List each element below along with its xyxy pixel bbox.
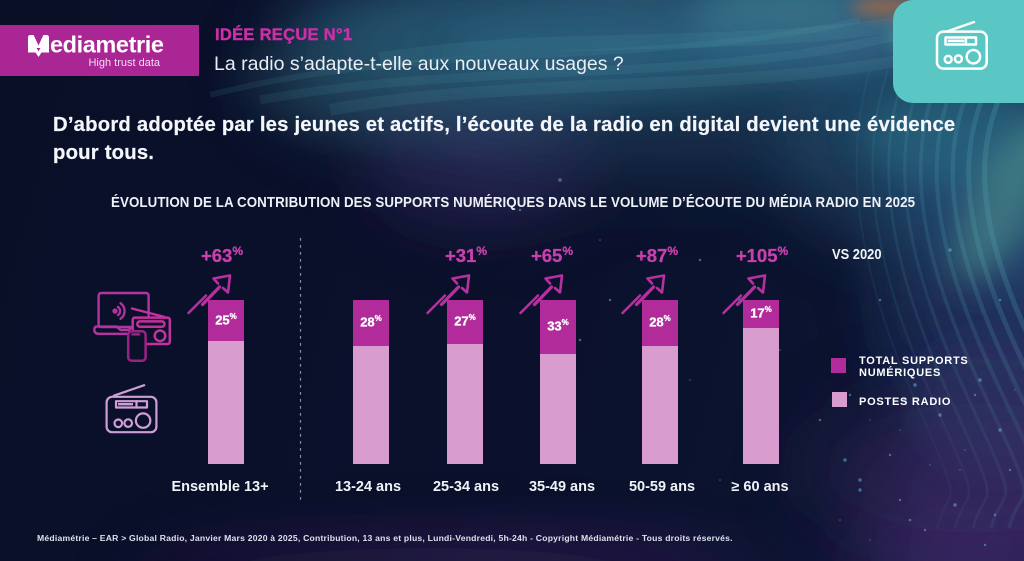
svg-text:ediametrie: ediametrie bbox=[50, 32, 164, 58]
svg-text:High trust data: High trust data bbox=[88, 57, 160, 69]
